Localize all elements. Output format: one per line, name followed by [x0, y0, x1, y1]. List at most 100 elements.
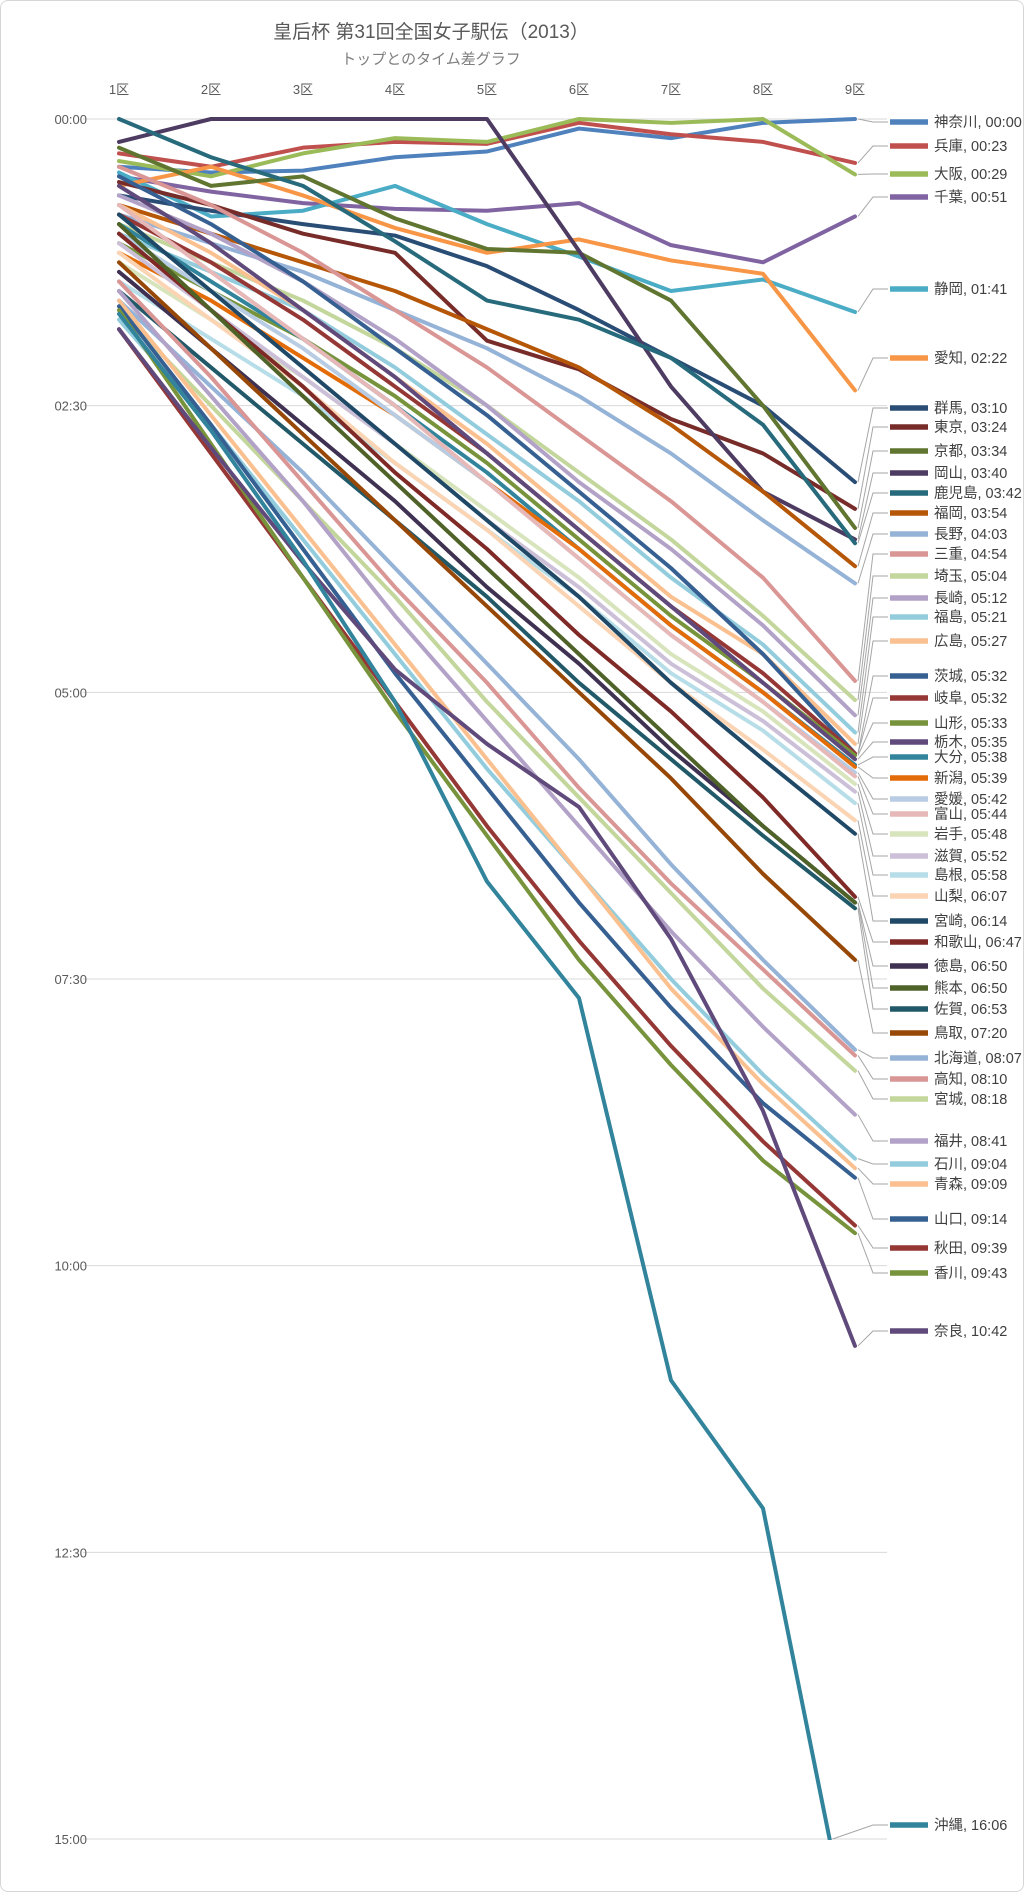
- series-label: 三重, 04:54: [934, 546, 1007, 563]
- label-leader-line: [857, 553, 888, 681]
- series-label: 千葉, 00:51: [934, 189, 1007, 206]
- x-tick-label: 1区: [109, 82, 129, 97]
- label-leader-line: [857, 675, 888, 754]
- label-leader-line: [857, 959, 888, 1034]
- series-label: 鳥取, 07:20: [934, 1025, 1007, 1042]
- x-tick-label: 8区: [753, 82, 773, 97]
- series-line: [117, 222, 857, 905]
- series-line: [117, 117, 857, 175]
- label-leader-line: [857, 1114, 888, 1142]
- series-label: 東京, 03:24: [934, 419, 1007, 436]
- series-line: [117, 231, 857, 899]
- series-label: 熊本, 06:50: [934, 980, 1007, 997]
- series-label: 愛知, 02:22: [934, 350, 1007, 367]
- series-line: [117, 311, 832, 1840]
- series-line: [117, 174, 857, 756]
- series-line: [117, 279, 857, 806]
- x-tick-label: 3区: [293, 82, 313, 97]
- label-leader-line: [857, 697, 888, 754]
- series-label: 長崎, 05:12: [934, 590, 1007, 607]
- series-line: [117, 289, 857, 911]
- series-label: 宮城, 08:18: [934, 1091, 1007, 1108]
- series-line: [117, 327, 857, 1348]
- label-leader-line: [857, 1225, 888, 1249]
- series-line: [117, 174, 857, 265]
- series-label: 岩手, 05:48: [934, 826, 1007, 843]
- label-leader-line: [832, 1824, 888, 1840]
- y-tick-label: 12:30: [54, 1545, 87, 1560]
- label-leader-line: [857, 426, 888, 509]
- series-label: 和歌山, 06:47: [934, 934, 1022, 951]
- series-lines-group: [117, 117, 857, 1840]
- series-line: [117, 231, 857, 775]
- series-line: [117, 260, 857, 962]
- label-leader-line: [857, 512, 888, 567]
- label-leader-line: [857, 1233, 888, 1274]
- series-label: 広島, 05:27: [934, 633, 1007, 650]
- x-tick-label: 4区: [385, 82, 405, 97]
- series-label: 愛媛, 05:42: [934, 791, 1007, 808]
- series-line: [117, 203, 857, 779]
- series-label: 岐阜, 05:32: [934, 690, 1007, 707]
- label-leader-line: [857, 1177, 888, 1220]
- series-line: [117, 145, 857, 530]
- series-label: 大分, 05:38: [934, 749, 1007, 766]
- label-leader-line: [857, 357, 888, 391]
- series-label: 鹿児島, 03:42: [934, 485, 1022, 502]
- series-label: 山梨, 06:07: [934, 888, 1007, 905]
- label-leader-lines-group: [832, 118, 888, 1840]
- series-line: [117, 241, 857, 758]
- series-line: [117, 327, 857, 1228]
- y-tick-label: 15:00: [54, 1832, 87, 1847]
- label-leader-line: [857, 492, 888, 544]
- label-leader-line: [857, 597, 888, 716]
- label-leader-line: [857, 756, 888, 766]
- series-label: 大阪, 00:29: [934, 166, 1007, 183]
- x-tick-label: 7区: [661, 82, 681, 97]
- series-label: 新潟, 05:39: [934, 770, 1007, 787]
- label-leader-line: [857, 766, 888, 779]
- series-label: 富山, 05:44: [934, 805, 1007, 823]
- series-line: [117, 180, 857, 511]
- label-leader-line: [857, 1330, 888, 1347]
- series-label: 静岡, 01:41: [934, 281, 1007, 298]
- y-tick-label: 10:00: [54, 1259, 87, 1274]
- series-line: [117, 250, 857, 823]
- x-axis-tick-labels: 1区 2区 3区 4区 5区 6区 7区 8区 9区: [109, 82, 865, 97]
- series-line: [117, 183, 857, 762]
- series-label: 滋賀, 05:52: [934, 848, 1007, 865]
- series-label: 香川, 09:43: [934, 1265, 1007, 1282]
- series-label: 青森, 09:09: [934, 1176, 1007, 1193]
- series-label: 高知, 08:10: [934, 1071, 1007, 1088]
- series-line: [117, 164, 857, 393]
- series-line: [117, 120, 857, 169]
- label-leader-line: [857, 741, 888, 760]
- label-leader-line: [857, 533, 888, 584]
- chart-subtitle: トップとのタイム差グラフ: [341, 51, 521, 68]
- label-leader-line: [857, 783, 888, 835]
- label-leader-line: [857, 908, 888, 1010]
- series-line: [117, 289, 857, 1117]
- series-label: 神奈川, 00:00: [934, 114, 1022, 131]
- series-line: [117, 117, 857, 542]
- series-label: 茨城, 05:32: [934, 668, 1007, 685]
- y-tick-label: 00:00: [54, 112, 87, 127]
- series-label: 島根, 05:58: [934, 867, 1007, 884]
- series-label: 兵庫, 00:23: [934, 138, 1007, 155]
- series-line: [117, 203, 857, 746]
- series-line: [117, 308, 857, 1073]
- series-label: 山口, 09:14: [934, 1211, 1007, 1228]
- label-leader-line: [857, 145, 888, 164]
- y-axis-tick-labels: 00:00 02:30 05:00 07:30 10:00 12:30 15:00: [54, 112, 87, 1847]
- y-tick-label: 02:30: [54, 399, 87, 414]
- label-leader-line: [857, 1070, 888, 1100]
- label-leader-line: [857, 791, 888, 857]
- series-line: [117, 279, 857, 1058]
- label-leader-line: [857, 902, 888, 967]
- y-tick-label: 07:30: [54, 972, 87, 987]
- label-leader-line: [857, 118, 888, 123]
- series-label: 栃木, 05:35: [934, 734, 1007, 751]
- series-line: [117, 193, 857, 718]
- series-label: 群馬, 03:10: [934, 400, 1007, 417]
